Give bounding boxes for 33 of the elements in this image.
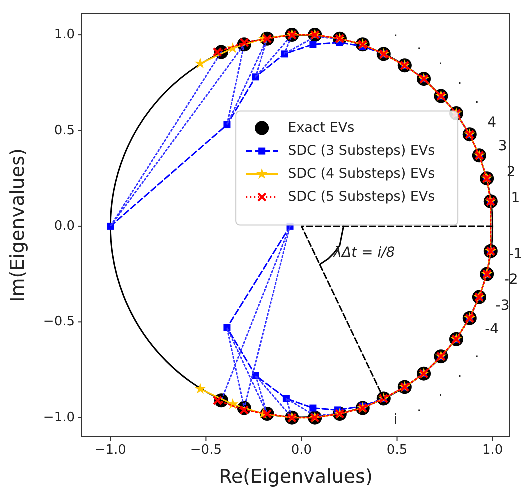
annotation: .	[417, 399, 422, 416]
x-tick-label: 0.0	[291, 443, 312, 458]
annotation: .	[474, 345, 480, 362]
annotation: .	[417, 37, 422, 54]
y-tick-label: 0.0	[54, 219, 75, 234]
y-tick-label: −1.0	[43, 410, 75, 426]
x-tick-label: −1.0	[94, 443, 126, 458]
annotation: 3	[498, 138, 508, 155]
legend-label: SDC (4 Substeps) EVs	[288, 166, 436, 182]
annotation: .	[438, 384, 443, 400]
legend-label: SDC (5 Substeps) EVs	[288, 188, 436, 205]
y-axis-title: Im(Eigenvalues)	[7, 148, 29, 302]
annotation: .	[458, 72, 462, 88]
annotation: .	[394, 24, 398, 40]
x-axis-title: Re(Eigenvalues)	[219, 466, 373, 488]
annotation: λΔt = i/8	[332, 244, 396, 261]
annotation: .	[458, 364, 462, 381]
y-tick-label: 0.5	[54, 123, 75, 138]
annotation: .	[438, 52, 443, 68]
x-tick-label: 1.0	[482, 443, 504, 458]
legend-label: SDC (3 Substeps) EVs	[288, 142, 436, 159]
annotation: i	[394, 412, 398, 428]
legend-label: Exact EVs	[288, 120, 355, 136]
y-tick-label: −0.5	[43, 314, 75, 330]
annotation: .	[474, 91, 480, 108]
x-tick-label: 0.5	[386, 443, 408, 458]
annotation: 4	[488, 114, 497, 131]
annotation: 1	[511, 190, 520, 206]
annotation: -3	[496, 298, 510, 314]
x-tick-label: −0.5	[190, 443, 222, 458]
annotation: -1	[508, 246, 523, 262]
y-tick-label: 1.0	[54, 28, 75, 43]
annotation: -4	[485, 322, 500, 338]
